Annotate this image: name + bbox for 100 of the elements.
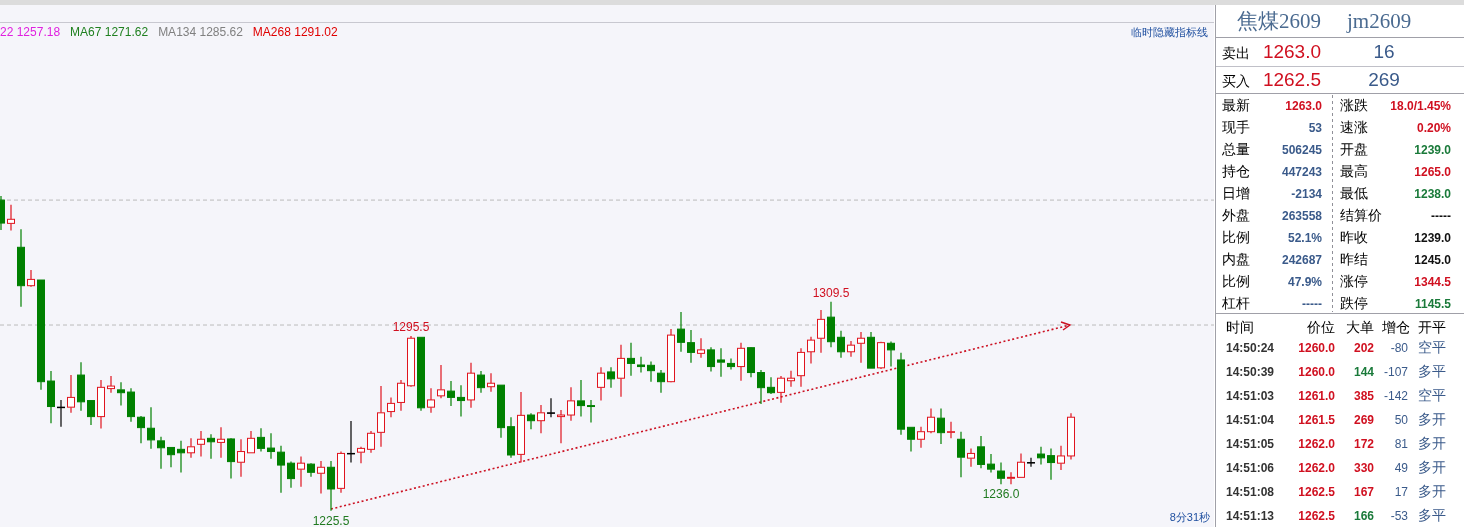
text: 52.1%	[1287, 231, 1323, 245]
text: -53	[1390, 509, 1409, 523]
text: 1261.0	[1298, 389, 1336, 403]
text: 空平	[1418, 339, 1446, 355]
text: 1260.0	[1298, 365, 1336, 379]
text: MA134 1285.62	[158, 25, 244, 39]
text: 外盘	[1222, 207, 1250, 223]
annotation: 1236.0	[982, 487, 1020, 502]
text: 比例	[1222, 229, 1250, 245]
text: 1262.5	[1262, 69, 1321, 90]
text: 14:50:39	[1226, 365, 1275, 379]
text: 速涨	[1340, 119, 1368, 135]
text: 14:51:08	[1226, 485, 1275, 499]
text: 卖出	[1222, 45, 1250, 61]
text: 焦煤2609	[1237, 9, 1321, 33]
text: 昨收	[1340, 229, 1368, 245]
text: MA268 1291.02	[252, 25, 338, 39]
text: 多平	[1418, 507, 1446, 523]
text: 杠杆	[1221, 295, 1250, 311]
text: 447243	[1281, 165, 1323, 179]
text: 1145.5	[1414, 297, 1452, 311]
text: 47.9%	[1287, 275, 1323, 289]
text: -142	[1383, 389, 1409, 403]
text: 263558	[1281, 209, 1323, 223]
text: 1245.0	[1414, 253, 1452, 267]
text: 1260.0	[1298, 341, 1336, 355]
text: 8分31秒	[1169, 511, 1210, 523]
text: 1344.5	[1414, 275, 1452, 289]
text: 持仓	[1222, 163, 1250, 179]
text: 14:51:04	[1226, 413, 1275, 427]
text: 多开	[1418, 411, 1446, 427]
text: 最高	[1340, 163, 1368, 179]
text: 1262.0	[1298, 437, 1336, 451]
text: 内盘	[1222, 251, 1250, 267]
text: 1265.0	[1414, 165, 1452, 179]
text: 多平	[1418, 363, 1446, 379]
annotation: 1295.5	[392, 320, 430, 335]
text: 166	[1353, 509, 1375, 523]
text: 最低	[1340, 185, 1368, 201]
text: 385	[1353, 389, 1375, 403]
text: 53	[1308, 121, 1323, 135]
text: 开平	[1418, 319, 1446, 335]
text: jm2609	[1346, 9, 1412, 33]
text: 价位	[1306, 319, 1335, 335]
text: 空平	[1418, 387, 1446, 403]
text: 跌停	[1340, 295, 1368, 311]
text: 49	[1394, 461, 1409, 475]
text: 242687	[1281, 253, 1323, 267]
text: 涨停	[1340, 273, 1368, 289]
text: -----	[1302, 297, 1322, 311]
text: 1262.0	[1298, 461, 1336, 475]
text: 81	[1394, 437, 1409, 451]
text: 临时隐藏指标线	[1131, 26, 1208, 38]
text: 144	[1353, 365, 1375, 379]
text: 167	[1353, 485, 1375, 499]
text: -80	[1390, 341, 1409, 355]
text: 最新	[1222, 97, 1250, 113]
text: 14:51:03	[1226, 389, 1275, 403]
text: 172	[1353, 437, 1375, 451]
text: 总量	[1221, 141, 1250, 157]
text: 330	[1353, 461, 1375, 475]
text: MA67 1271.62	[70, 25, 149, 39]
text: 50	[1394, 413, 1409, 427]
text: 结算价	[1340, 207, 1382, 223]
text: 18.0/1.45%	[1390, 99, 1452, 113]
text: 日增	[1222, 185, 1250, 201]
text: -----	[1431, 209, 1451, 223]
text: -2134	[1291, 187, 1323, 201]
text: 1263.0	[1285, 99, 1323, 113]
annotation: 1309.5	[812, 285, 850, 300]
text: 1239.0	[1414, 143, 1452, 157]
text: 1238.0	[1414, 187, 1452, 201]
text: 269	[1353, 413, 1375, 427]
text: 506245	[1281, 143, 1323, 157]
text: 多开	[1418, 459, 1446, 475]
text: 14:50:24	[1226, 341, 1275, 355]
annotation: 1225.5	[312, 513, 350, 527]
text: 时间	[1226, 319, 1254, 335]
text: 多开	[1418, 483, 1446, 499]
text: 202	[1353, 341, 1375, 355]
text: 1263.0	[1262, 41, 1321, 62]
text: 比例	[1222, 273, 1250, 289]
text: 269	[1368, 69, 1400, 90]
text: 开盘	[1340, 141, 1368, 157]
text: 14:51:06	[1226, 461, 1275, 475]
text: 买入	[1222, 73, 1250, 89]
text: 1261.5	[1298, 413, 1336, 427]
text: 17	[1394, 485, 1409, 499]
text: 大单	[1346, 319, 1374, 335]
text: 涨跌	[1340, 97, 1368, 113]
text: 多开	[1418, 435, 1446, 451]
text: 昨结	[1340, 251, 1368, 267]
text: 0.20%	[1416, 121, 1452, 135]
text: 1262.5	[1298, 485, 1336, 499]
text: 14:51:05	[1226, 437, 1275, 451]
text: -107	[1383, 365, 1409, 379]
text: 14:51:13	[1226, 509, 1275, 523]
text: 增仓	[1381, 319, 1410, 335]
text: 1262.5	[1298, 509, 1336, 523]
text: 16	[1373, 41, 1395, 62]
